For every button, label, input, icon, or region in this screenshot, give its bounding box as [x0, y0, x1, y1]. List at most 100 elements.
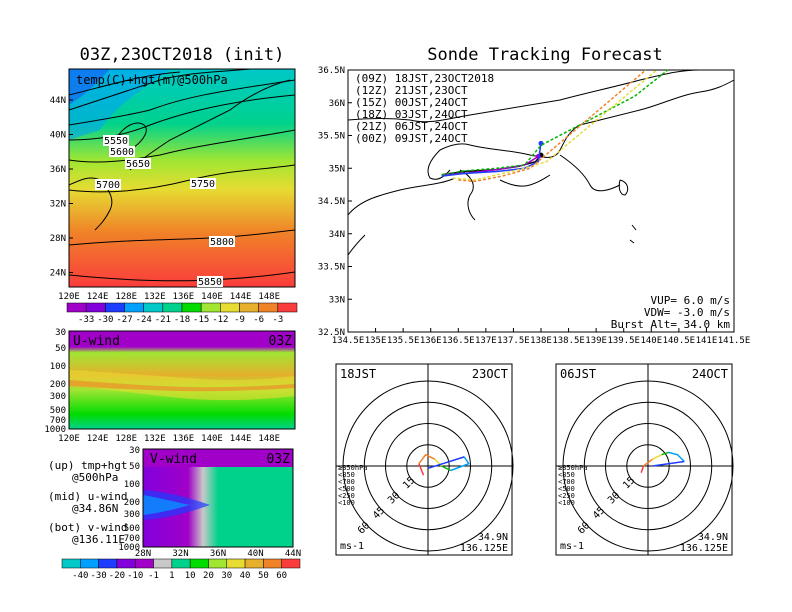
uwind-p-tick: 50 [55, 344, 66, 354]
hodograph-date: 24OCT [692, 367, 728, 381]
hodograph-level-label: ≥850hPa [558, 464, 588, 472]
map500-lat-tick: 32N [50, 200, 66, 210]
contour-label-bg [95, 179, 121, 190]
contour-label: 5800 [210, 237, 234, 248]
track-line [441, 143, 542, 177]
map500-colorbar: -33 -30 -27 -24 -21 -18 -15 -12 -9 -6 -3 [66, 302, 298, 325]
tracking-lon-tick: 140E [640, 336, 662, 346]
uwind-title: U-wind [73, 334, 120, 349]
left-title: 03Z,23OCT2018 (init) [80, 45, 285, 65]
hodograph-trace [441, 465, 452, 472]
wind-colorbar-swatch [153, 558, 173, 569]
vwind-p-tick: 500 [124, 524, 140, 534]
wind-colorbar-swatch [281, 558, 301, 569]
vwind-lat-tick: 36N [210, 549, 226, 559]
uwind-p-tick: 100 [50, 362, 66, 372]
wind-colorbar: -40 -30 -20 -10 -1 1 10 20 30 40 50 60 [61, 558, 301, 581]
hodograph-level-label: <100 [338, 499, 355, 507]
wind-colorbar-tick: 1 [169, 571, 174, 581]
colorbar-swatch [124, 302, 144, 313]
colorbar-swatch [277, 302, 298, 313]
tracking-legend-entry: (21Z) 06JST,24OCT [355, 120, 468, 133]
colorbar-swatch [162, 302, 183, 313]
tracking-lat-tick: 36N [329, 99, 345, 109]
colorbar-swatch [258, 302, 279, 313]
wind-colorbar-tick: 20 [203, 571, 214, 581]
colorbar-tick: -3 [272, 315, 283, 325]
vwind-lat-tick: 32N [172, 549, 188, 559]
tracking-lat-tick: 32.5N [318, 328, 345, 338]
note-bot-1: (bot) v-wind [48, 521, 127, 534]
hodograph-frame [335, 363, 513, 556]
tracking-lat-tick: 35.5N [318, 132, 345, 142]
hodograph-trace [668, 451, 685, 463]
contour-label: 5650 [126, 159, 150, 170]
tracking-lon-tick: 138E [530, 336, 552, 346]
colorbar-tick: -24 [136, 315, 152, 325]
hodograph-lat: 34.9N [478, 532, 508, 543]
hodograph-trace [418, 463, 425, 476]
contour-label-bg [103, 135, 129, 146]
hodograph-level-label: <250 [338, 492, 355, 500]
uwind-p-tick: 200 [50, 380, 66, 390]
wind-colorbar-swatch [263, 558, 282, 569]
vwind-p-tick: 100 [124, 480, 140, 490]
colorbar-swatch [85, 302, 106, 313]
hodograph-trace [652, 454, 662, 460]
vwind-lat-tick: 40N [247, 549, 263, 559]
colorbar-swatch [200, 302, 221, 313]
tracking-lon-tick: 137E [475, 336, 497, 346]
tracking-panel: (09Z) 18JST,23OCT2018(12Z) 21JST,23OCT(1… [318, 66, 750, 346]
tracking-lon-tick: 139.5E [607, 336, 640, 346]
hodograph-level-label: <250 [558, 492, 575, 500]
wind-colorbar-tick: -1 [148, 571, 159, 581]
wind-colorbar-tick: -30 [90, 571, 106, 581]
tracking-vdw: VDW= -3.0 m/s [644, 306, 730, 319]
colorbar-tick: -9 [234, 315, 245, 325]
vwind-p-tick: 50 [129, 462, 140, 472]
uwind-lon-tick: 136E [173, 434, 195, 444]
hodograph-date: 23OCT [472, 367, 508, 381]
wind-colorbar-swatch [208, 558, 228, 569]
uwind-lon-tick: 148E [258, 434, 280, 444]
hodograph-level-label: <500 [558, 485, 575, 493]
tracking-lat-tick: 33.5N [318, 263, 345, 273]
tracking-lon-tick: 139E [585, 336, 607, 346]
wind-colorbar-tick: 60 [276, 571, 287, 581]
notes: (up) tmp+hgt @500hPa (mid) u-wind @34.86… [48, 459, 127, 546]
tracking-lat-tick: 35N [329, 164, 345, 174]
tracking-lon-tick: 136E [420, 336, 442, 346]
contour-label: 5600 [110, 147, 134, 158]
wind-colorbar-swatch [98, 558, 118, 569]
map500-lat-tick: 36N [50, 165, 66, 175]
vwind-p-tick: 300 [124, 510, 140, 520]
colorbar-tick: -15 [193, 315, 209, 325]
colorbar-swatch [143, 302, 164, 313]
hodograph-level-label: <100 [558, 499, 575, 507]
vwind-lat-tick: 44N [285, 549, 301, 559]
contour-label: 5850 [198, 277, 222, 288]
vwind-title: V-wind [150, 452, 197, 467]
wind-colorbar-tick: 40 [240, 571, 251, 581]
colorbar-tick: -21 [155, 315, 171, 325]
tracking-legend: (09Z) 18JST,23OCT2018(12Z) 21JST,23OCT(1… [355, 72, 494, 145]
note-mid-2: @34.86N [72, 502, 118, 515]
wind-colorbar-swatch [61, 558, 81, 569]
colorbar-tick: -27 [116, 315, 132, 325]
note-up-1: (up) tmp+hgt [48, 459, 127, 472]
hodograph-time: 18JST [340, 367, 376, 381]
colorbar-tick: -30 [97, 315, 113, 325]
note-bot-2: @136.11E [72, 533, 125, 546]
tracking-lat-tick: 36.5N [318, 66, 345, 76]
vwind-p-tick: 200 [124, 498, 140, 508]
colorbar-tick: -18 [174, 315, 190, 325]
uwind-lon-tick: 124E [87, 434, 109, 444]
hodograph-trace [640, 465, 645, 474]
tracking-lon-tick: 135.5E [387, 336, 420, 346]
track-line [458, 69, 647, 183]
